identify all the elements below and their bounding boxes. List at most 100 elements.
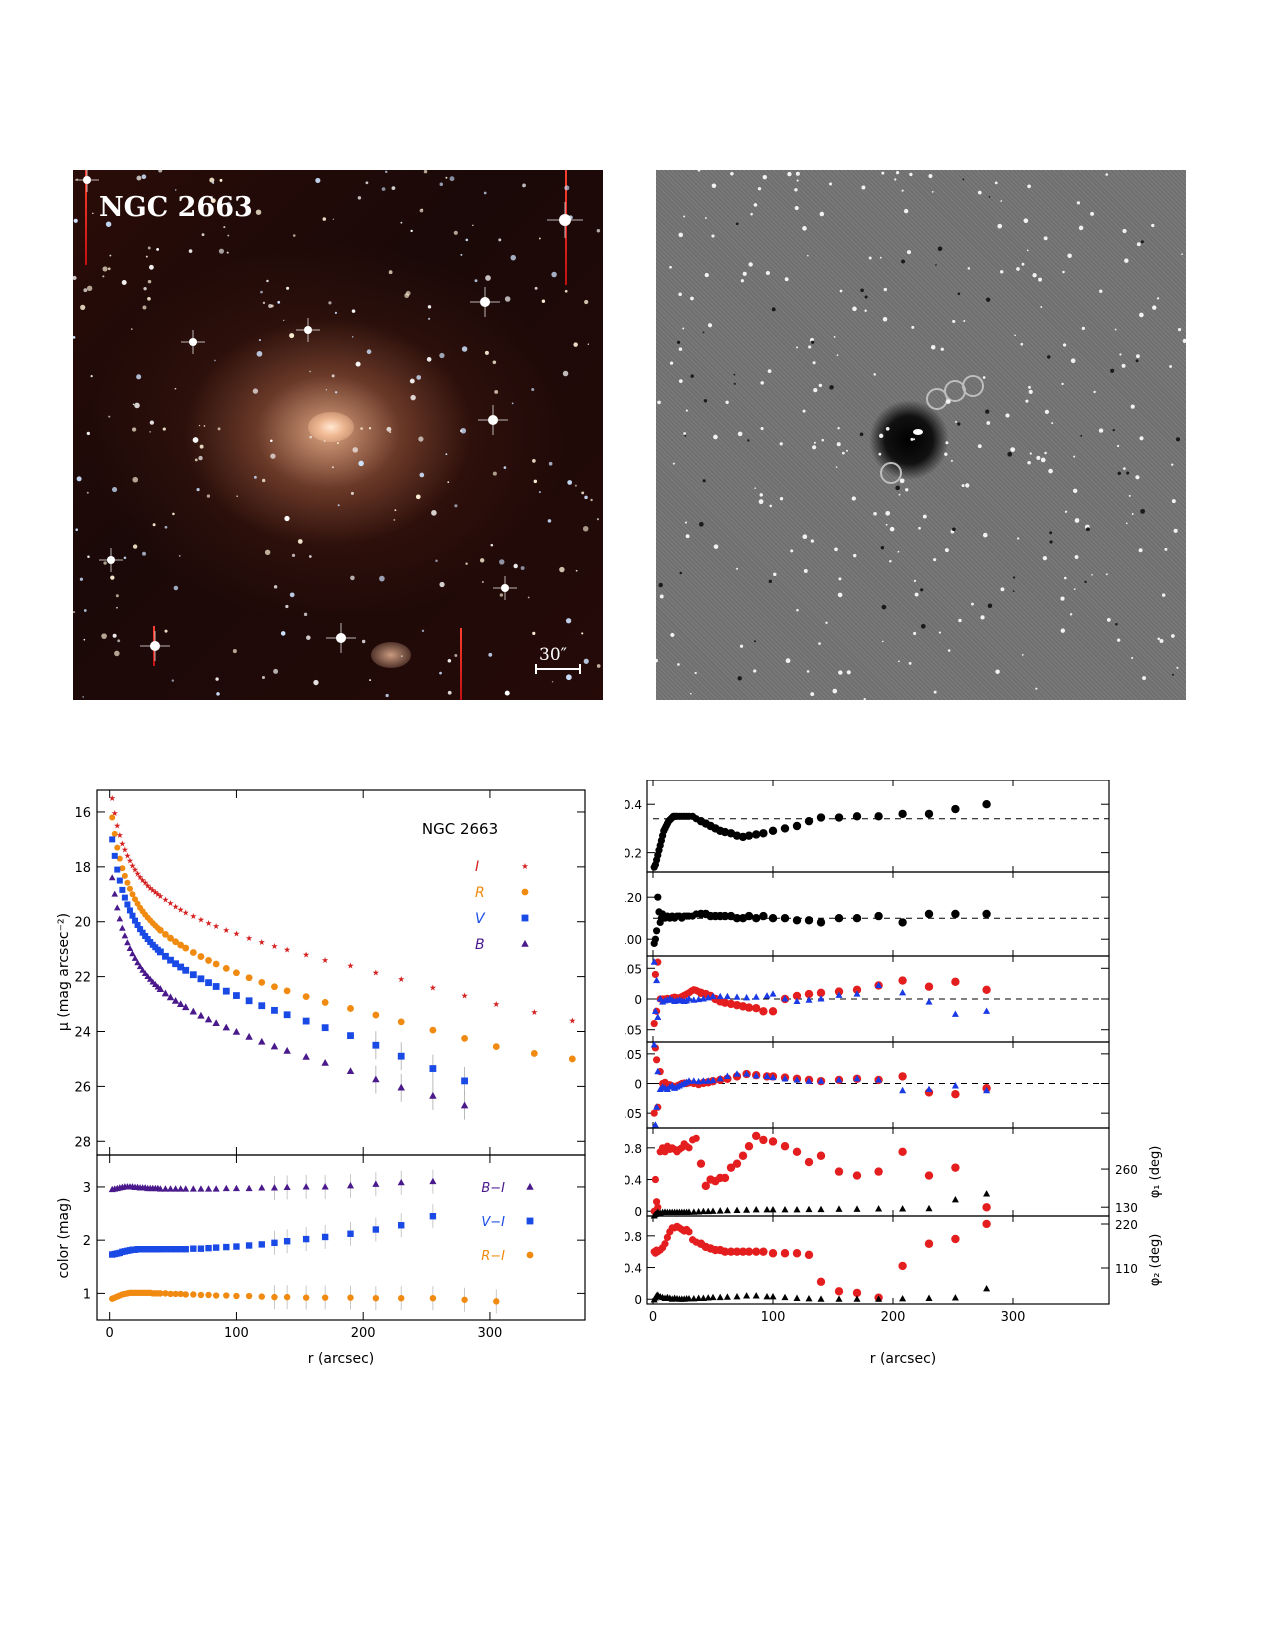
point-B3 [951, 1010, 959, 1017]
data-point-R [116, 855, 123, 862]
point-B3 [723, 992, 731, 1000]
point-phi1 [781, 1206, 789, 1213]
residual-dot [952, 527, 956, 532]
data-point-V [124, 901, 131, 908]
point-PA [744, 911, 754, 921]
star [198, 455, 203, 461]
residual-dot [1063, 576, 1067, 580]
point-A3 [752, 1004, 761, 1013]
galaxy-label: NGC 2663 [99, 192, 253, 223]
data-point-I: ★ [131, 864, 138, 874]
point-I1/I0 [951, 1163, 960, 1172]
residual-dot [796, 179, 799, 182]
residual-dot [1040, 306, 1043, 308]
data-point-V [205, 979, 212, 987]
residual-dot [795, 171, 800, 176]
star [355, 361, 361, 367]
star [385, 693, 389, 698]
data-point-B [156, 985, 165, 992]
y-tick-label: 0 [634, 1078, 642, 1092]
point-B3 [650, 958, 658, 965]
data-point-B [121, 932, 129, 939]
color-point-B−I [182, 1185, 190, 1192]
color-point-V−I [172, 1246, 179, 1253]
residual-dot [1090, 211, 1095, 216]
star [262, 478, 266, 483]
data-point-B [111, 890, 119, 897]
star [226, 251, 229, 254]
star [334, 311, 338, 315]
residual-dot [1099, 289, 1103, 293]
star [582, 526, 589, 532]
residual-dot [987, 603, 993, 608]
residual-dot [733, 382, 736, 385]
star [162, 427, 166, 431]
star [172, 512, 175, 516]
point-e [792, 821, 802, 831]
star [226, 201, 231, 207]
data-point-I: ★ [182, 907, 189, 917]
star [520, 566, 525, 571]
star [332, 218, 335, 221]
residual-dot [1114, 328, 1117, 331]
point-PA [898, 918, 907, 927]
point-phi2 [875, 1295, 883, 1302]
point-phi2 [690, 1294, 698, 1302]
star [541, 299, 546, 303]
color-point-R−I [429, 1294, 437, 1302]
point-I2/I0 [924, 1239, 934, 1248]
residual-dot [933, 690, 937, 694]
point-I1/I0 [852, 1171, 862, 1180]
data-point-I: ★ [190, 911, 197, 921]
star [216, 692, 220, 696]
star [102, 275, 105, 278]
residual-dot [838, 670, 843, 675]
residual-dot [897, 550, 900, 553]
residual-dot [818, 642, 821, 645]
residual-dot [1074, 518, 1080, 523]
right-y-tick-label: 260 [1115, 1163, 1138, 1177]
star [134, 402, 140, 409]
point-PA [732, 914, 742, 923]
star [548, 461, 553, 466]
data-point-B [139, 966, 146, 973]
residual-dot [1048, 468, 1053, 474]
residual-dot [1164, 547, 1168, 551]
data-point-B [108, 874, 116, 881]
point-PA [654, 893, 662, 901]
residual-dot [677, 340, 681, 344]
residual-dot [920, 588, 924, 592]
residual-dot [736, 567, 739, 570]
star [86, 431, 91, 436]
star [439, 182, 444, 186]
residual-dot [1139, 436, 1144, 441]
residual-dot [767, 369, 772, 374]
star [498, 238, 502, 242]
residual-dot [669, 361, 674, 365]
star [286, 286, 290, 290]
point-phi1 [925, 1204, 933, 1212]
data-point-B [222, 1023, 231, 1031]
point-phi1 [793, 1206, 801, 1213]
point-I1/I0 [738, 1151, 748, 1160]
residual-dot [1028, 385, 1031, 389]
color-point-R−I [197, 1291, 205, 1299]
residual-dot [1007, 451, 1013, 457]
star [389, 431, 392, 434]
star [253, 475, 257, 479]
star [82, 696, 84, 698]
data-point-I: ★ [493, 999, 500, 1009]
residual-dot [1027, 184, 1031, 189]
scale-label: 30″ [539, 645, 567, 665]
residual-dot [881, 604, 887, 610]
point-phi2 [743, 1292, 751, 1299]
star [76, 476, 82, 482]
residual-dot [986, 421, 991, 425]
point-B4 [654, 1067, 662, 1075]
star [112, 487, 118, 493]
star [531, 387, 535, 392]
data-point-V [172, 960, 179, 968]
star [73, 218, 78, 223]
residual-dot [806, 254, 809, 257]
residual-dot [1000, 587, 1005, 592]
